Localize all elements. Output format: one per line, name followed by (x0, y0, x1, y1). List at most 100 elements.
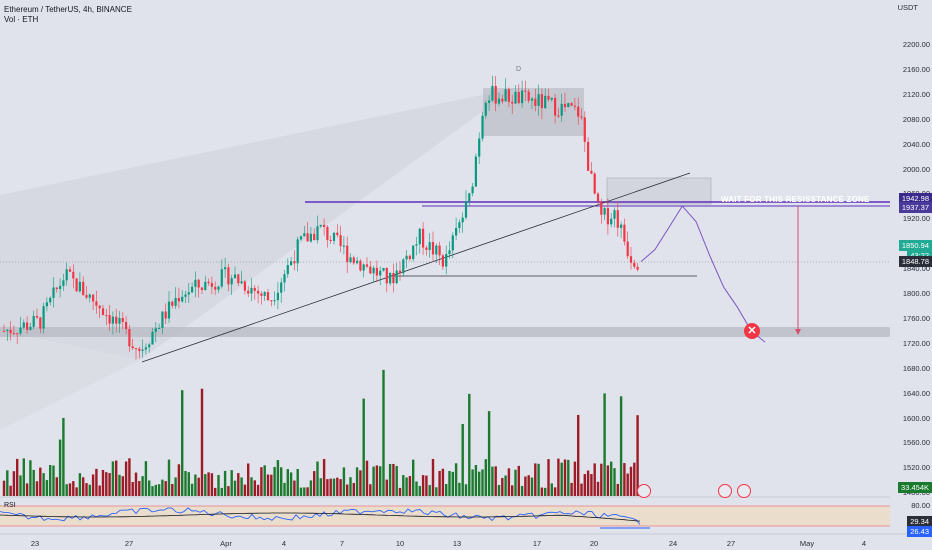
volume-bar (247, 463, 250, 496)
candle-body (316, 226, 319, 241)
candle-body (35, 315, 39, 318)
pattern-wedge-lower (0, 330, 140, 430)
price-axis-label: 1800.00 (902, 289, 930, 298)
volume-bar (25, 483, 29, 496)
volume-bar (184, 470, 187, 496)
volume-bar (633, 462, 636, 496)
volume-bar (626, 473, 629, 496)
candle-body (200, 287, 204, 291)
volume-bar (478, 471, 481, 496)
volume-bar (19, 475, 22, 496)
volume-bar (408, 476, 412, 496)
candle-body (19, 327, 22, 334)
volume-bar (425, 475, 428, 496)
volume-bar (253, 480, 256, 496)
candle-body (293, 261, 296, 264)
candle-body (468, 193, 471, 202)
candle-body (12, 333, 15, 335)
volume-tag: 33.454K (898, 482, 932, 493)
candle-body (148, 344, 151, 348)
volume-bar (151, 486, 154, 496)
time-axis-label: 23 (30, 539, 40, 548)
price-axis-label: 2120.00 (902, 89, 930, 99)
candle-body (544, 95, 547, 109)
us-flag-event-icon[interactable] (737, 484, 751, 498)
candle-body (131, 346, 134, 349)
candle-body (557, 115, 560, 117)
candle-body (118, 318, 121, 324)
time-axis-label: 24 (668, 539, 678, 548)
volume-bar (603, 393, 606, 496)
candle-body (629, 256, 633, 263)
candle-body (39, 317, 42, 329)
volume-bar (85, 483, 88, 496)
volume-bar (293, 480, 296, 496)
candle-body (101, 308, 105, 316)
candle-body (78, 281, 81, 292)
dividend-event-icon[interactable] (637, 484, 651, 498)
volume-bar (121, 476, 124, 496)
candle-body (547, 95, 550, 100)
time-axis-label: 4 (281, 539, 287, 548)
volume-bar (177, 464, 181, 496)
volume-bar (194, 474, 197, 496)
support-zone (0, 327, 890, 337)
volume-bar (553, 487, 557, 496)
volume-bar (322, 458, 326, 496)
price-axis-label: 1720.00 (902, 338, 930, 348)
target-arrow-head (795, 329, 801, 335)
candle-body (253, 287, 256, 291)
countdown-tag: 43:22 (907, 250, 932, 261)
volume-bar (306, 487, 309, 496)
candle-body (438, 245, 441, 256)
candle-body (636, 266, 639, 270)
volume-bar (600, 463, 603, 496)
time-axis-label: May (799, 539, 815, 548)
candle-body (65, 269, 68, 281)
volume-bar (379, 466, 382, 496)
candle-body (280, 282, 283, 293)
volume-bar (619, 396, 623, 496)
candle-body (511, 101, 514, 104)
candle-body (207, 281, 210, 284)
candle-body (144, 347, 147, 350)
candle-body (389, 272, 392, 284)
volume-bar (349, 477, 352, 496)
volume-bar (352, 482, 355, 496)
volume-bar (240, 477, 243, 496)
volume-bar (577, 414, 580, 496)
resistance-high-tag: 1942.98 (898, 193, 932, 204)
pattern-point-label: D (516, 66, 522, 73)
candle-body (296, 239, 299, 264)
candle-body (68, 269, 72, 272)
rsi-label: RSI (4, 502, 16, 509)
volume-bar (12, 471, 16, 496)
projection-path (640, 205, 766, 343)
target-close-icon[interactable]: ✕ (744, 323, 760, 339)
candle-body (527, 91, 530, 101)
volume-bar (355, 467, 359, 496)
candle-body (329, 239, 332, 241)
candle-body (257, 290, 260, 294)
volume-bar (171, 483, 174, 496)
candle-body (554, 97, 557, 116)
candle-body (319, 224, 322, 227)
candle-body (613, 210, 616, 219)
volume-bar (303, 487, 306, 496)
volume-bar (75, 487, 78, 496)
time-axis-label: 4 (861, 539, 867, 548)
candle-body (435, 245, 438, 255)
candle-body (85, 295, 88, 298)
volume-bar (464, 484, 468, 496)
price-axis-label: 1600.00 (902, 413, 930, 423)
candle-body (151, 331, 154, 345)
candle-body (369, 266, 372, 274)
volume-bar (339, 479, 342, 496)
resistance-zone-note: WAIT FOR THIS RESISSTANCE ZONE (721, 195, 870, 204)
price-axis-label: 2040.00 (902, 139, 930, 149)
volume-bar (524, 476, 527, 496)
us-flag-event-icon[interactable] (718, 484, 732, 498)
volume-bar (590, 474, 593, 496)
